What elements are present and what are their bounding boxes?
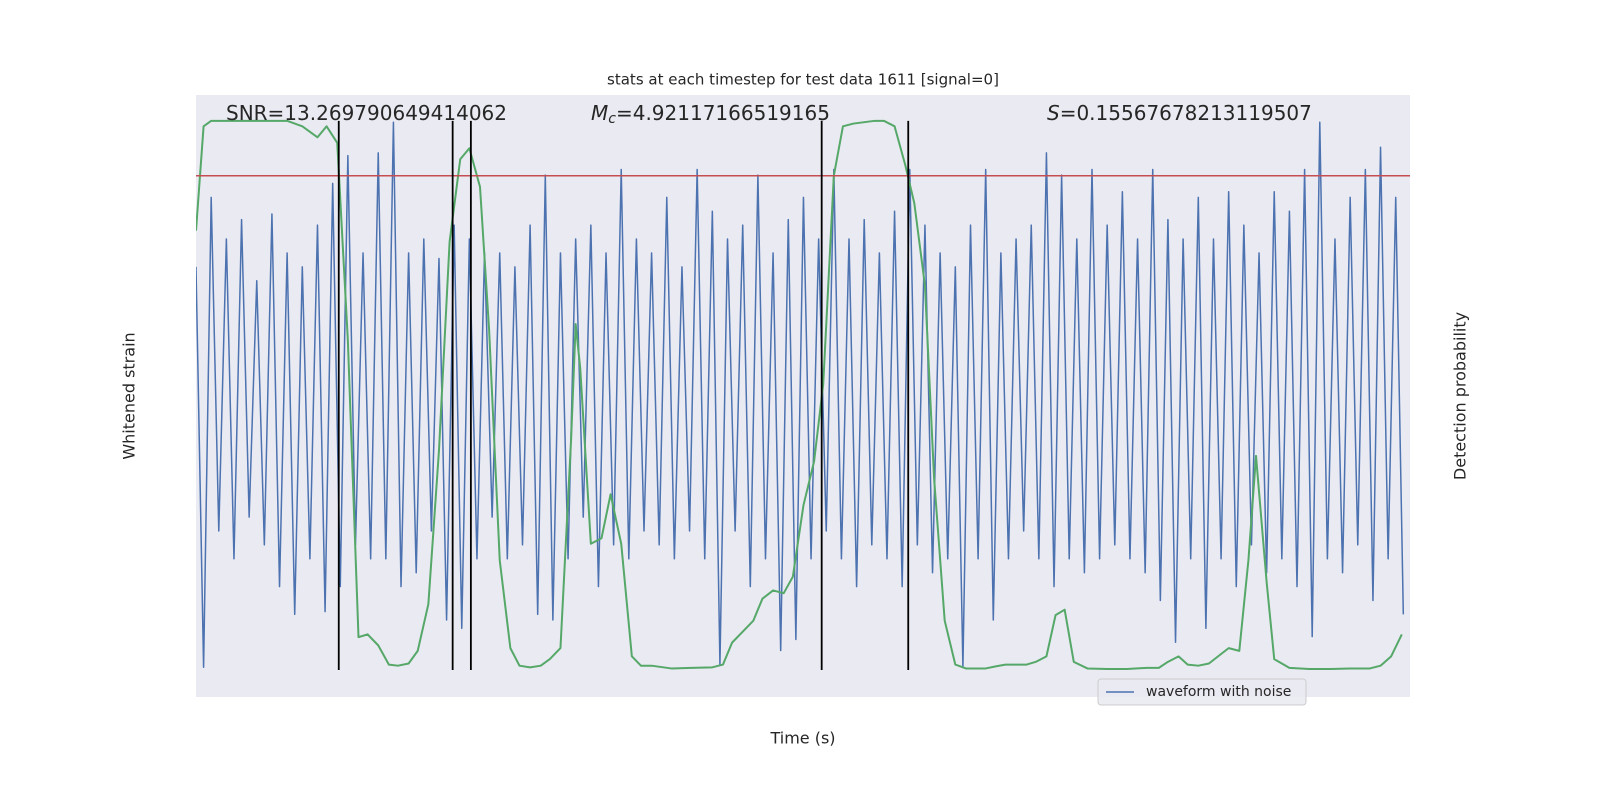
legend-label: waveform with noise [1146,684,1291,700]
marks [196,119,1410,671]
y2-axis-label: Detection probability [1451,312,1470,480]
annotation-text: S [1047,101,1060,125]
annotation: SNR=13.269790649414062 [226,101,507,125]
annotation-text: =0.15567678213119507 [1060,101,1312,125]
labels: waveform with noise [1097,678,1307,706]
chart-title: stats at each timestep for test data 161… [607,71,999,89]
annotation-text: M [591,101,608,125]
annotation-text: c [608,111,616,127]
annotation: S=0.15567678213119507 [1047,101,1312,125]
x-axis-label: Time (s) [769,729,835,748]
legend [1097,678,1307,706]
y-axis-label: Whitened strain [120,332,139,459]
annotation-text: =4.92117166519165 [616,101,830,125]
annotation: Mc=4.92117166519165 [591,101,830,128]
series-line [196,121,1405,668]
series-line [196,119,1403,670]
annotation-text: SNR=13.269790649414062 [226,101,507,125]
